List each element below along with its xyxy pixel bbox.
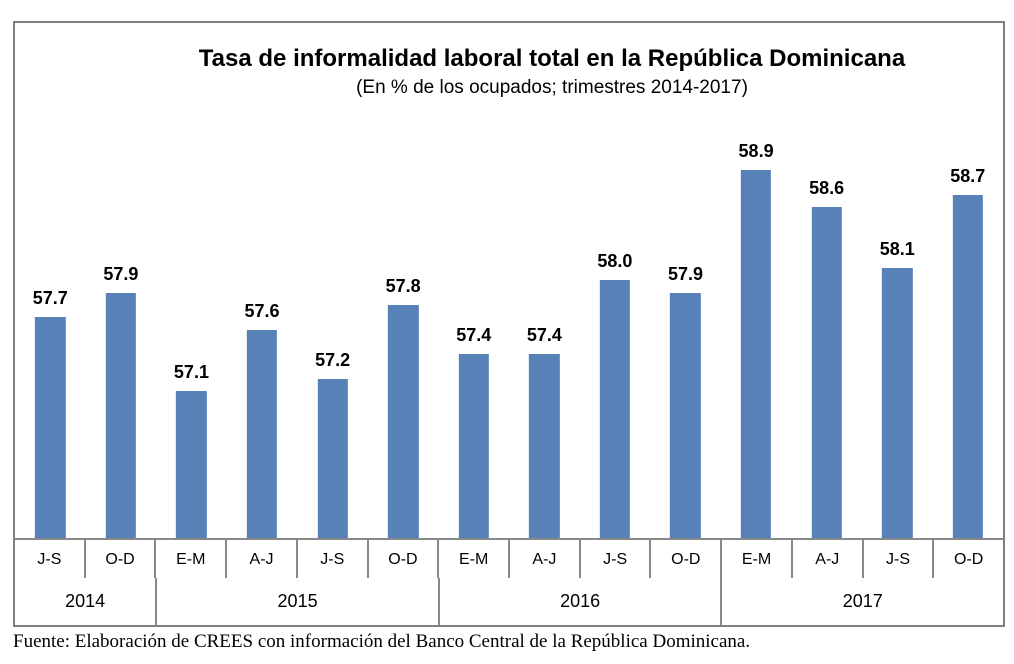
bar-value-label: 57.4 [456, 325, 492, 345]
bar-value-label: 57.4 [526, 325, 562, 345]
bar-cell: 57.1 [156, 23, 227, 538]
bar-cell: 57.4 [438, 23, 509, 538]
bar-cell: 58.1 [862, 23, 933, 538]
x-axis-quarter-label: J-S [298, 540, 369, 578]
bar-cell: 58.6 [791, 23, 862, 538]
bar-value-label: 57.6 [244, 301, 280, 321]
bar-cell: 57.9 [650, 23, 721, 538]
x-axis-quarter-label: J-S [15, 540, 86, 578]
x-axis-quarter-label: O-D [86, 540, 157, 578]
bar-value-label: 57.1 [173, 362, 209, 382]
x-axis-quarter-label: A-J [793, 540, 864, 578]
source-note: Fuente: Elaboración de CREES con informa… [13, 631, 751, 652]
chart-frame: 57.7 57.9 57.1 57.6 57.2 57.8 57.4 57.4 58.0 57.9… [13, 21, 1005, 627]
bar [317, 379, 348, 538]
bar [670, 293, 701, 538]
bar-cell: 58.7 [933, 23, 1004, 538]
bar [599, 280, 631, 538]
x-axis-quarter-label: O-D [369, 540, 440, 578]
bar [811, 207, 842, 538]
x-axis-year-label: 2016 [440, 578, 723, 625]
plot-area: 57.7 57.9 57.1 57.6 57.2 57.8 57.4 57.4 58.0 57.9… [15, 23, 1003, 538]
bar-value-label: 57.9 [667, 264, 704, 284]
bar [35, 317, 66, 538]
bar-value-label: 57.8 [385, 276, 421, 296]
bar-value-label: 58.6 [809, 178, 845, 198]
bar [952, 195, 983, 538]
x-axis-quarter-row: J-S O-D E-M A-J J-S O-D E-M A-J J-S O-D E-M A-J J-S O… [15, 538, 1003, 578]
x-axis-quarter-label: E-M [722, 540, 793, 578]
x-axis-quarter-label: E-M [156, 540, 228, 578]
x-axis-quarter-label: J-S [864, 540, 935, 578]
bar-value-label: 57.7 [32, 288, 68, 308]
x-axis-quarter-label: A-J [227, 540, 298, 578]
bar-cell: 57.7 [15, 23, 86, 538]
bar-cell: 57.8 [368, 23, 439, 538]
bar-cell: 57.4 [509, 23, 580, 538]
bar [388, 305, 419, 538]
bar-value-label: 57.9 [103, 264, 139, 284]
bar-cell: 57.9 [86, 23, 157, 538]
bar [458, 354, 489, 538]
bar-cell: 58.0 [580, 23, 651, 538]
bar-value-label: 58.1 [879, 239, 915, 259]
x-axis-quarter-label: E-M [439, 540, 511, 578]
bar-value-label: 58.0 [597, 251, 633, 271]
x-axis-year-label: 2017 [842, 591, 883, 611]
bar [529, 354, 560, 538]
x-axis-year-label: 2015 [157, 578, 440, 625]
x-axis-quarter-label: O-D [651, 540, 723, 578]
bar-cell: 57.6 [227, 23, 298, 538]
bar-value-label: 57.2 [315, 350, 351, 370]
bar-cell: 58.9 [721, 23, 792, 538]
bar-cell: 57.2 [297, 23, 368, 538]
x-axis-quarter-label: O-D [954, 551, 984, 568]
bar [246, 330, 278, 538]
x-axis-year-row: 2014 2015 2016 2017 [15, 578, 1003, 625]
bar [176, 391, 207, 538]
bar [740, 170, 772, 538]
bar [882, 268, 913, 538]
bar-value-label: 58.7 [950, 166, 986, 186]
bar-value-label: 58.9 [738, 141, 774, 161]
bar [105, 293, 137, 538]
x-axis-quarter-label: J-S [581, 540, 652, 578]
x-axis-quarter-label: A-J [510, 540, 581, 578]
x-axis-year-label: 2014 [15, 578, 158, 625]
